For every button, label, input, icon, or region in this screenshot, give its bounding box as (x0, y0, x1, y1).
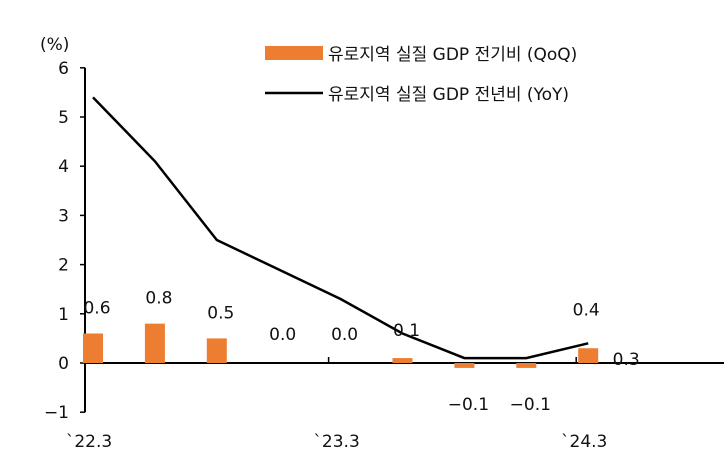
x-axis: `22.3 `23.3 `24.3 (66, 357, 724, 452)
yoy-end-label: 0.4 (573, 300, 600, 320)
qoq-data-label: 0.8 (145, 289, 172, 309)
x-tick-label: `22.3 (66, 432, 112, 452)
qoq-bar (578, 348, 598, 363)
y-tick-label: 4 (58, 157, 69, 177)
qoq-data-label: −0.1 (448, 395, 489, 415)
qoq-bar (83, 333, 103, 363)
qoq-data-label: 0.6 (83, 298, 110, 318)
legend-swatch-qoq (265, 46, 323, 60)
qoq-bar (454, 363, 474, 368)
legend: 유로지역 실질 GDP 전기비 (QoQ) 유로지역 실질 GDP 전년비 (Y… (265, 45, 577, 105)
y-tick-label: 2 (58, 256, 69, 276)
qoq-data-label: 0.1 (393, 321, 420, 341)
y-tick-label: 0 (58, 354, 69, 374)
qoq-bar (145, 324, 165, 363)
y-tick-label: −1 (44, 403, 69, 423)
x-tick-label: `24.3 (561, 432, 607, 452)
legend-label-qoq: 유로지역 실질 GDP 전기비 (QoQ) (328, 45, 577, 65)
qoq-data-label: 0.5 (207, 303, 234, 323)
y-unit-label: (%) (40, 35, 69, 55)
legend-label-yoy: 유로지역 실질 GDP 전년비 (YoY) (328, 85, 569, 105)
qoq-bar (393, 358, 413, 363)
y-axis: −1 0 1 2 3 4 5 6 (44, 59, 85, 423)
qoq-bar (516, 363, 536, 368)
y-tick-label: 5 (58, 108, 69, 128)
yoy-line (93, 97, 588, 358)
y-tick-label: 3 (58, 206, 69, 226)
yoy-line-group (93, 97, 588, 358)
qoq-data-label: 0.0 (331, 325, 358, 345)
qoq-data-label: 0.3 (613, 350, 640, 370)
y-tick-label: 6 (58, 59, 69, 79)
x-tick-label: `23.3 (313, 432, 359, 452)
qoq-data-label: 0.0 (269, 325, 296, 345)
qoq-bar (207, 338, 227, 363)
qoq-data-label: −0.1 (510, 395, 551, 415)
y-tick-label: 1 (58, 305, 69, 325)
